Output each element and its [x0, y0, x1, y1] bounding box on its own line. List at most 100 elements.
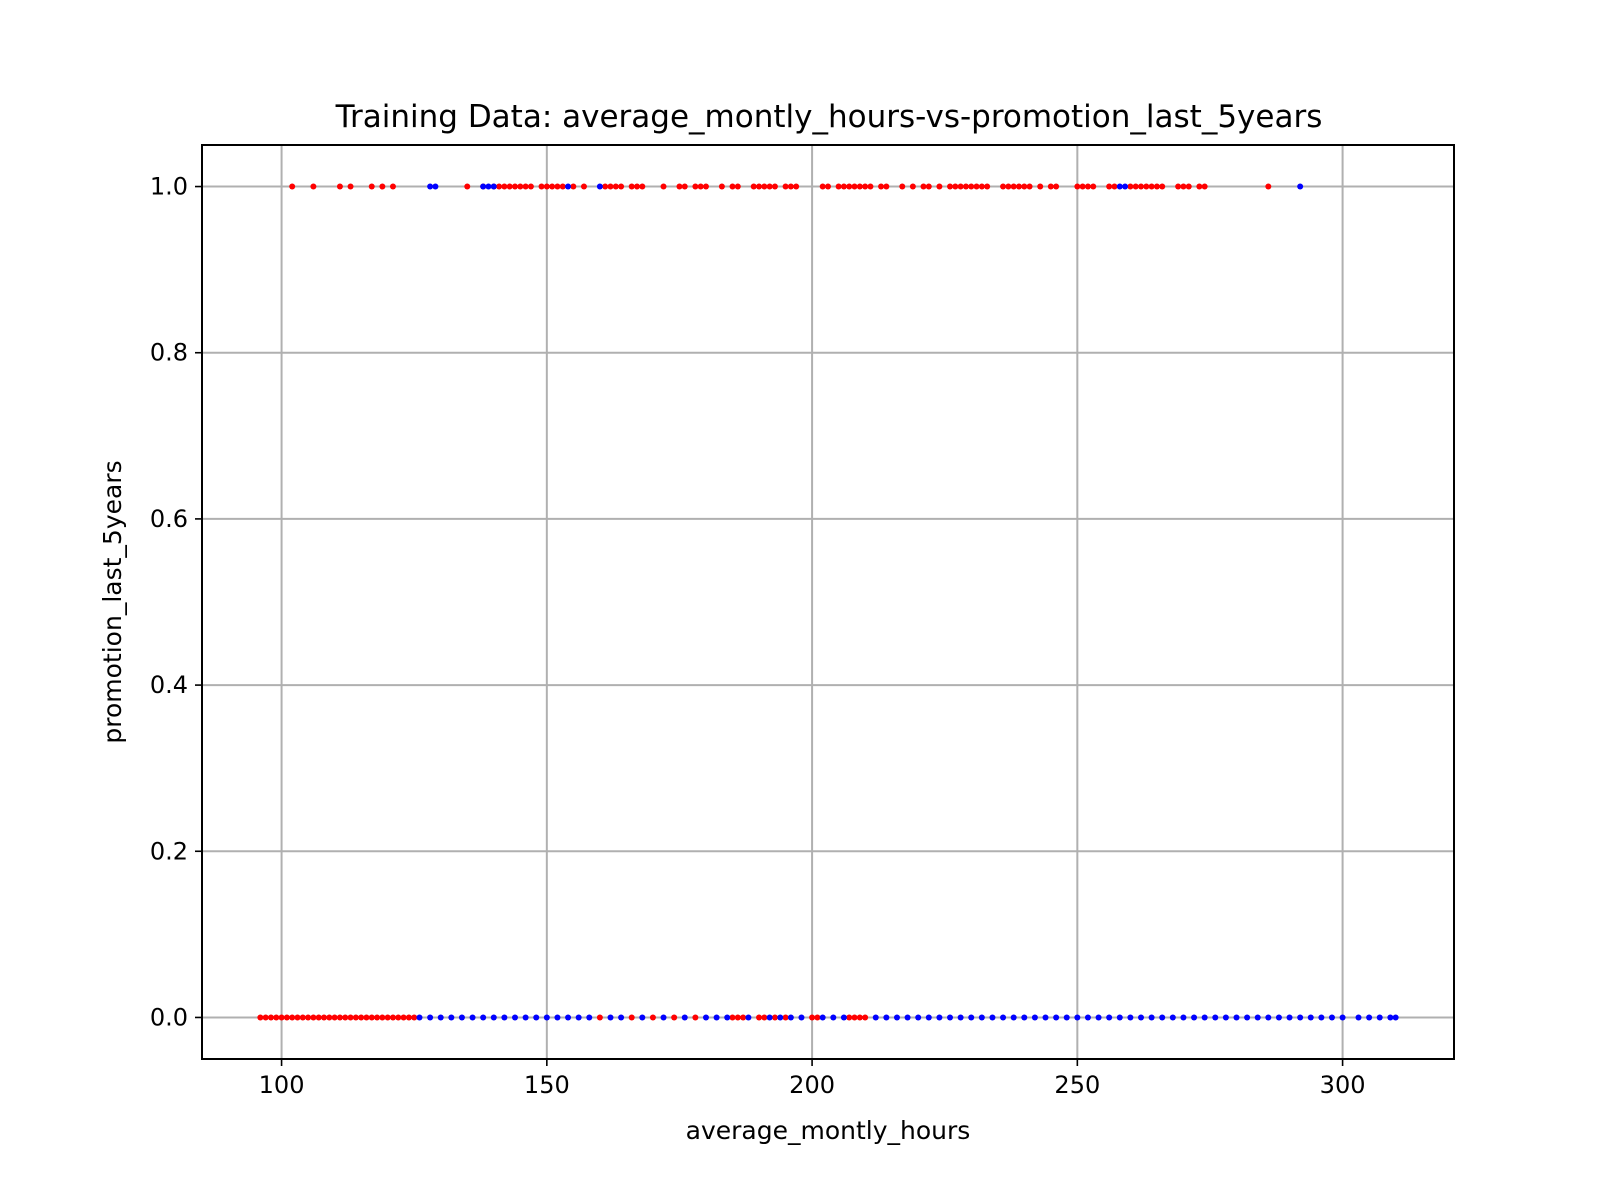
blue-point [840, 1014, 847, 1021]
blue-point [1106, 1014, 1113, 1021]
red-point [883, 183, 890, 190]
red-point [1196, 183, 1203, 190]
blue-point [1122, 183, 1129, 190]
x-tick-label: 250 [1054, 1071, 1100, 1099]
blue-point [1095, 1014, 1102, 1021]
red-point [1053, 183, 1060, 190]
blue-point [1318, 1014, 1325, 1021]
red-point [825, 183, 831, 190]
red-point [512, 183, 518, 190]
blue-point [660, 1014, 667, 1021]
red-point [342, 1014, 349, 1021]
blue-point [1000, 1014, 1007, 1021]
red-point [649, 1014, 656, 1021]
blue-point [777, 1014, 784, 1021]
blue-point [1254, 1014, 1261, 1021]
blue-point [1307, 1014, 1314, 1021]
blue-point [1222, 1014, 1229, 1021]
blue-point [1286, 1014, 1293, 1021]
red-point [660, 183, 667, 190]
blue-point [565, 1014, 572, 1021]
red-point [1084, 183, 1091, 190]
red-point [543, 183, 550, 190]
red-point [278, 1014, 285, 1021]
red-point [862, 1014, 869, 1021]
chart-title: Training Data: average_montly_hours-vs-p… [335, 99, 1323, 135]
blue-point [745, 1014, 752, 1021]
red-point [1047, 183, 1054, 190]
blue-point [830, 1014, 837, 1021]
red-point [756, 1014, 763, 1021]
blue-point [522, 1014, 529, 1021]
blue-point [554, 1014, 561, 1021]
blue-point [724, 1014, 731, 1021]
blue-point [1053, 1014, 1060, 1021]
x-tick-label: 150 [524, 1071, 570, 1099]
red-point [962, 183, 969, 190]
red-point [570, 183, 577, 190]
red-point [856, 1014, 863, 1021]
red-point [612, 183, 619, 190]
blue-point [1159, 1014, 1166, 1021]
red-point [310, 183, 317, 190]
blue-point [1180, 1014, 1187, 1021]
red-point [400, 1014, 407, 1021]
blue-point [469, 1014, 476, 1021]
x-tick-label: 100 [259, 1071, 305, 1099]
blue-point [1201, 1014, 1208, 1021]
blue-point [1392, 1014, 1399, 1021]
red-point [1180, 183, 1187, 190]
blue-point [639, 1014, 646, 1021]
y-axis-ticks: 0.0 0.2 0.4 0.6 0.8 1.0 [150, 173, 202, 1031]
blue-point [1297, 183, 1304, 190]
red-point [559, 183, 566, 190]
red-point [851, 1014, 858, 1021]
red-point [819, 183, 826, 190]
red-point [374, 1014, 381, 1021]
blue-point [1328, 1014, 1335, 1021]
red-point [756, 183, 763, 190]
red-point [310, 1014, 317, 1021]
blue-point [1355, 1014, 1362, 1021]
blue-point [893, 1014, 900, 1021]
red-point [257, 1014, 264, 1021]
blue-point [1339, 1014, 1346, 1021]
red-point [862, 183, 869, 190]
blue-point [1169, 1014, 1176, 1021]
red-point [549, 183, 556, 190]
blue-point [1084, 1014, 1091, 1021]
red-point [702, 183, 709, 190]
red-point [793, 183, 800, 190]
red-point [321, 1014, 328, 1021]
blue-point [904, 1014, 911, 1021]
blue-point [1297, 1014, 1304, 1021]
blue-point [1376, 1014, 1383, 1021]
red-point [580, 183, 587, 190]
blue-point [533, 1014, 540, 1021]
red-point [771, 183, 778, 190]
red-point [384, 1014, 391, 1021]
blue-point [501, 1014, 508, 1021]
red-point [639, 183, 646, 190]
red-point [1079, 183, 1086, 190]
grid [202, 145, 1454, 1059]
blue-point [1042, 1014, 1049, 1021]
red-point [1021, 183, 1028, 190]
red-point [352, 1014, 359, 1021]
blue-point [432, 183, 439, 190]
red-point [782, 183, 789, 190]
red-point [809, 1014, 816, 1021]
red-point [676, 183, 683, 190]
blue-point [1116, 1014, 1123, 1021]
red-point [368, 1014, 375, 1021]
red-point [628, 1014, 635, 1021]
red-point [522, 183, 529, 190]
red-point [464, 183, 471, 190]
red-point [634, 183, 641, 190]
red-point [596, 1014, 603, 1021]
blue-point [427, 1014, 434, 1021]
y-tick-label: 0.8 [150, 339, 188, 367]
red-point [554, 183, 561, 190]
blue-point [1275, 1014, 1282, 1021]
red-point [766, 183, 773, 190]
